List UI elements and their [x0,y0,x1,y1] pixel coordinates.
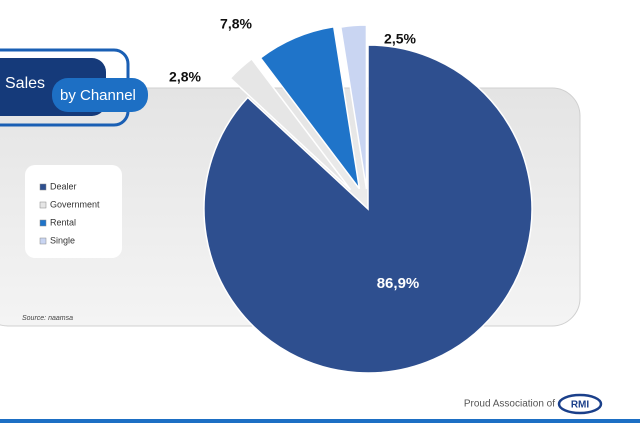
logo [557,393,603,415]
subtitle: by Channel [60,87,136,104]
pie-slice [203,44,533,374]
logo-text: RMI [571,400,590,411]
legend-swatch [39,219,47,227]
subtitle-box [52,78,148,112]
legend-label: Single [50,235,75,245]
source: Source: naamsa [22,315,73,322]
data-label: 7,8% [220,16,252,32]
footer-text: Proud Association of [464,399,555,410]
legend-label: Rental [50,217,76,227]
legend-box [25,165,122,258]
legend-label: Dealer [50,181,77,191]
legend-label: Government [50,199,100,209]
legend-swatch [39,183,47,191]
data-label: 86,9% [377,275,420,292]
pie-slice [259,25,361,190]
pie-slice [229,57,352,191]
title: Sales [5,75,45,92]
data-label: 2,8% [169,69,201,85]
legend-swatch [39,237,47,245]
legend-swatch [39,201,47,209]
data-label: 2,5% [384,31,416,47]
footer-bar [0,419,640,423]
pie-slice [339,24,368,190]
